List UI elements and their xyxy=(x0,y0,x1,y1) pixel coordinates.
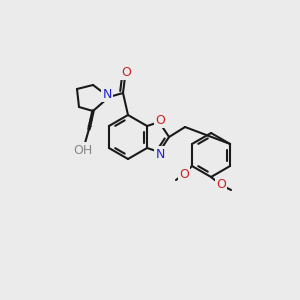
Text: OH: OH xyxy=(74,143,93,157)
Text: O: O xyxy=(216,178,226,191)
Text: N: N xyxy=(155,148,165,160)
Text: O: O xyxy=(179,167,189,181)
Text: O: O xyxy=(121,65,131,79)
Text: N: N xyxy=(102,88,112,100)
Text: O: O xyxy=(155,113,165,127)
